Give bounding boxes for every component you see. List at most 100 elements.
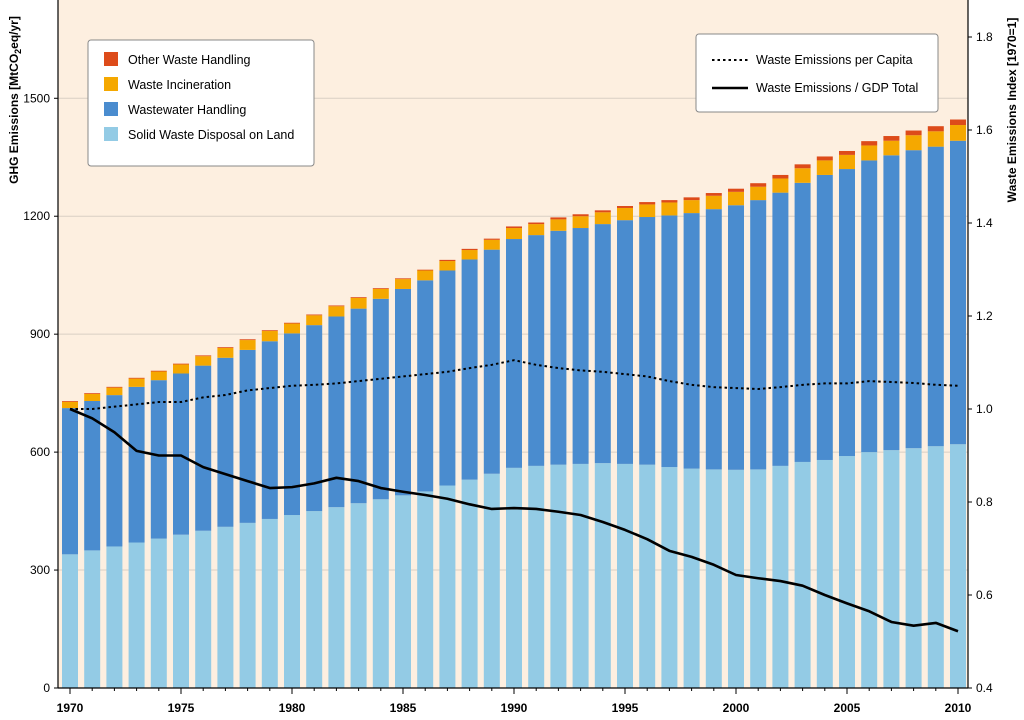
bar-segment	[128, 542, 145, 688]
x-tick-label: 1975	[168, 701, 195, 715]
bar-segment	[550, 230, 567, 465]
bar-segment	[239, 339, 256, 341]
bar-segment	[705, 469, 722, 688]
bar-segment	[372, 288, 389, 289]
bar-segment	[950, 119, 966, 126]
x-tick-label: 2000	[723, 701, 750, 715]
legend-label: Waste Incineration	[128, 78, 231, 92]
bar-segment	[372, 499, 389, 688]
bar-segment	[594, 463, 611, 688]
y-axis-right-label: Waste Emissions Index [1970=1]	[1005, 18, 1019, 203]
bar-segment	[150, 370, 167, 372]
bar-segment	[372, 298, 389, 500]
bar-segment	[417, 491, 434, 688]
bar-segment	[506, 239, 522, 468]
bar-segment	[173, 534, 189, 688]
bar-segment	[173, 363, 189, 365]
bar-segment	[306, 325, 323, 512]
bar-segment	[861, 141, 878, 146]
bar-segment	[927, 126, 944, 132]
bar-segment	[128, 386, 145, 543]
bar-segment	[750, 183, 767, 187]
bar-segment	[794, 461, 811, 688]
bar-segment	[950, 125, 966, 141]
bar-segment	[905, 448, 922, 688]
bar-segment	[661, 215, 678, 468]
bar-segment	[239, 340, 256, 350]
bar-segment	[106, 386, 123, 388]
bar-segment	[284, 322, 300, 324]
y-right-tick-label: 0.8	[976, 495, 993, 509]
bar-segment	[683, 200, 700, 214]
bar-segment	[150, 538, 167, 688]
x-tick-label: 1990	[501, 701, 528, 715]
per-capita-line	[70, 359, 959, 410]
legend-swatch	[104, 102, 118, 116]
y-right-tick-label: 1.0	[976, 402, 993, 416]
bar-segment	[106, 387, 123, 396]
bar-segment	[705, 193, 722, 196]
bar-segment	[506, 467, 522, 688]
bar-segment	[417, 270, 434, 281]
bar-segment	[328, 305, 345, 307]
bar-segment	[306, 314, 323, 316]
axes: 0 300 600 900 1200 1500 0.4 0.6 0.8 1.0 1.2 1.4 1.6 1…	[23, 0, 993, 715]
bar-segment	[439, 485, 456, 688]
bar-segment	[572, 216, 589, 229]
bar-segment	[883, 136, 900, 141]
bar-segment	[483, 249, 500, 474]
bar-segment	[217, 347, 234, 358]
bar-segment	[728, 191, 744, 206]
bar-segment	[861, 145, 878, 161]
y-right-tick-label: 0.4	[976, 681, 993, 695]
bar-segment	[372, 288, 389, 299]
bar-segment	[261, 341, 278, 519]
bar-segment	[284, 323, 300, 334]
legend-swatch	[104, 127, 118, 141]
bar-segment	[772, 174, 789, 179]
bar-segment	[439, 270, 456, 486]
bar-segment	[950, 140, 966, 445]
bar-segment	[350, 308, 367, 504]
bar-segment	[306, 511, 323, 688]
bar-segment	[395, 288, 411, 496]
bar-segment	[284, 515, 300, 688]
bar-segment	[84, 393, 101, 394]
bar-segment	[550, 217, 567, 220]
bar-segment	[395, 495, 411, 688]
y-axis-left-label: GHG Emissions [MtCO2eq/yr]	[7, 16, 23, 184]
y-right-tick-label: 1.2	[976, 309, 993, 323]
bar-segment	[839, 456, 855, 688]
bar-segment	[816, 174, 833, 460]
bar-segment	[150, 371, 167, 381]
index-lines	[69, 359, 959, 633]
y-left-tick-label: 600	[30, 445, 50, 459]
bar-segment	[617, 206, 633, 208]
bar-segment	[594, 212, 611, 225]
bar-segment	[905, 150, 922, 449]
bar-segment	[506, 228, 522, 240]
bar-segment	[483, 238, 500, 240]
y-right-tick-label: 0.6	[976, 588, 993, 602]
legend-swatch	[104, 52, 118, 66]
bar-segment	[239, 522, 256, 688]
x-tick-label: 1995	[612, 701, 639, 715]
stacked-bars	[62, 119, 966, 688]
bar-segment	[661, 467, 678, 688]
bar-segment	[62, 408, 78, 555]
bar-segment	[550, 464, 567, 688]
bar-segment	[883, 140, 900, 156]
bar-segment	[483, 239, 500, 250]
legend-label: Waste Emissions / GDP Total	[756, 81, 918, 95]
bar-segment	[839, 169, 855, 457]
bar-segment	[195, 365, 212, 531]
bar-segment	[839, 150, 855, 155]
bar-segment	[683, 213, 700, 469]
legend-label: Solid Waste Disposal on Land	[128, 128, 294, 142]
bar-segment	[772, 192, 789, 466]
bar-segment	[927, 131, 944, 147]
bar-segment	[550, 219, 567, 231]
bar-segment	[839, 154, 855, 170]
bar-segment	[617, 220, 633, 464]
bar-segment	[217, 357, 234, 527]
